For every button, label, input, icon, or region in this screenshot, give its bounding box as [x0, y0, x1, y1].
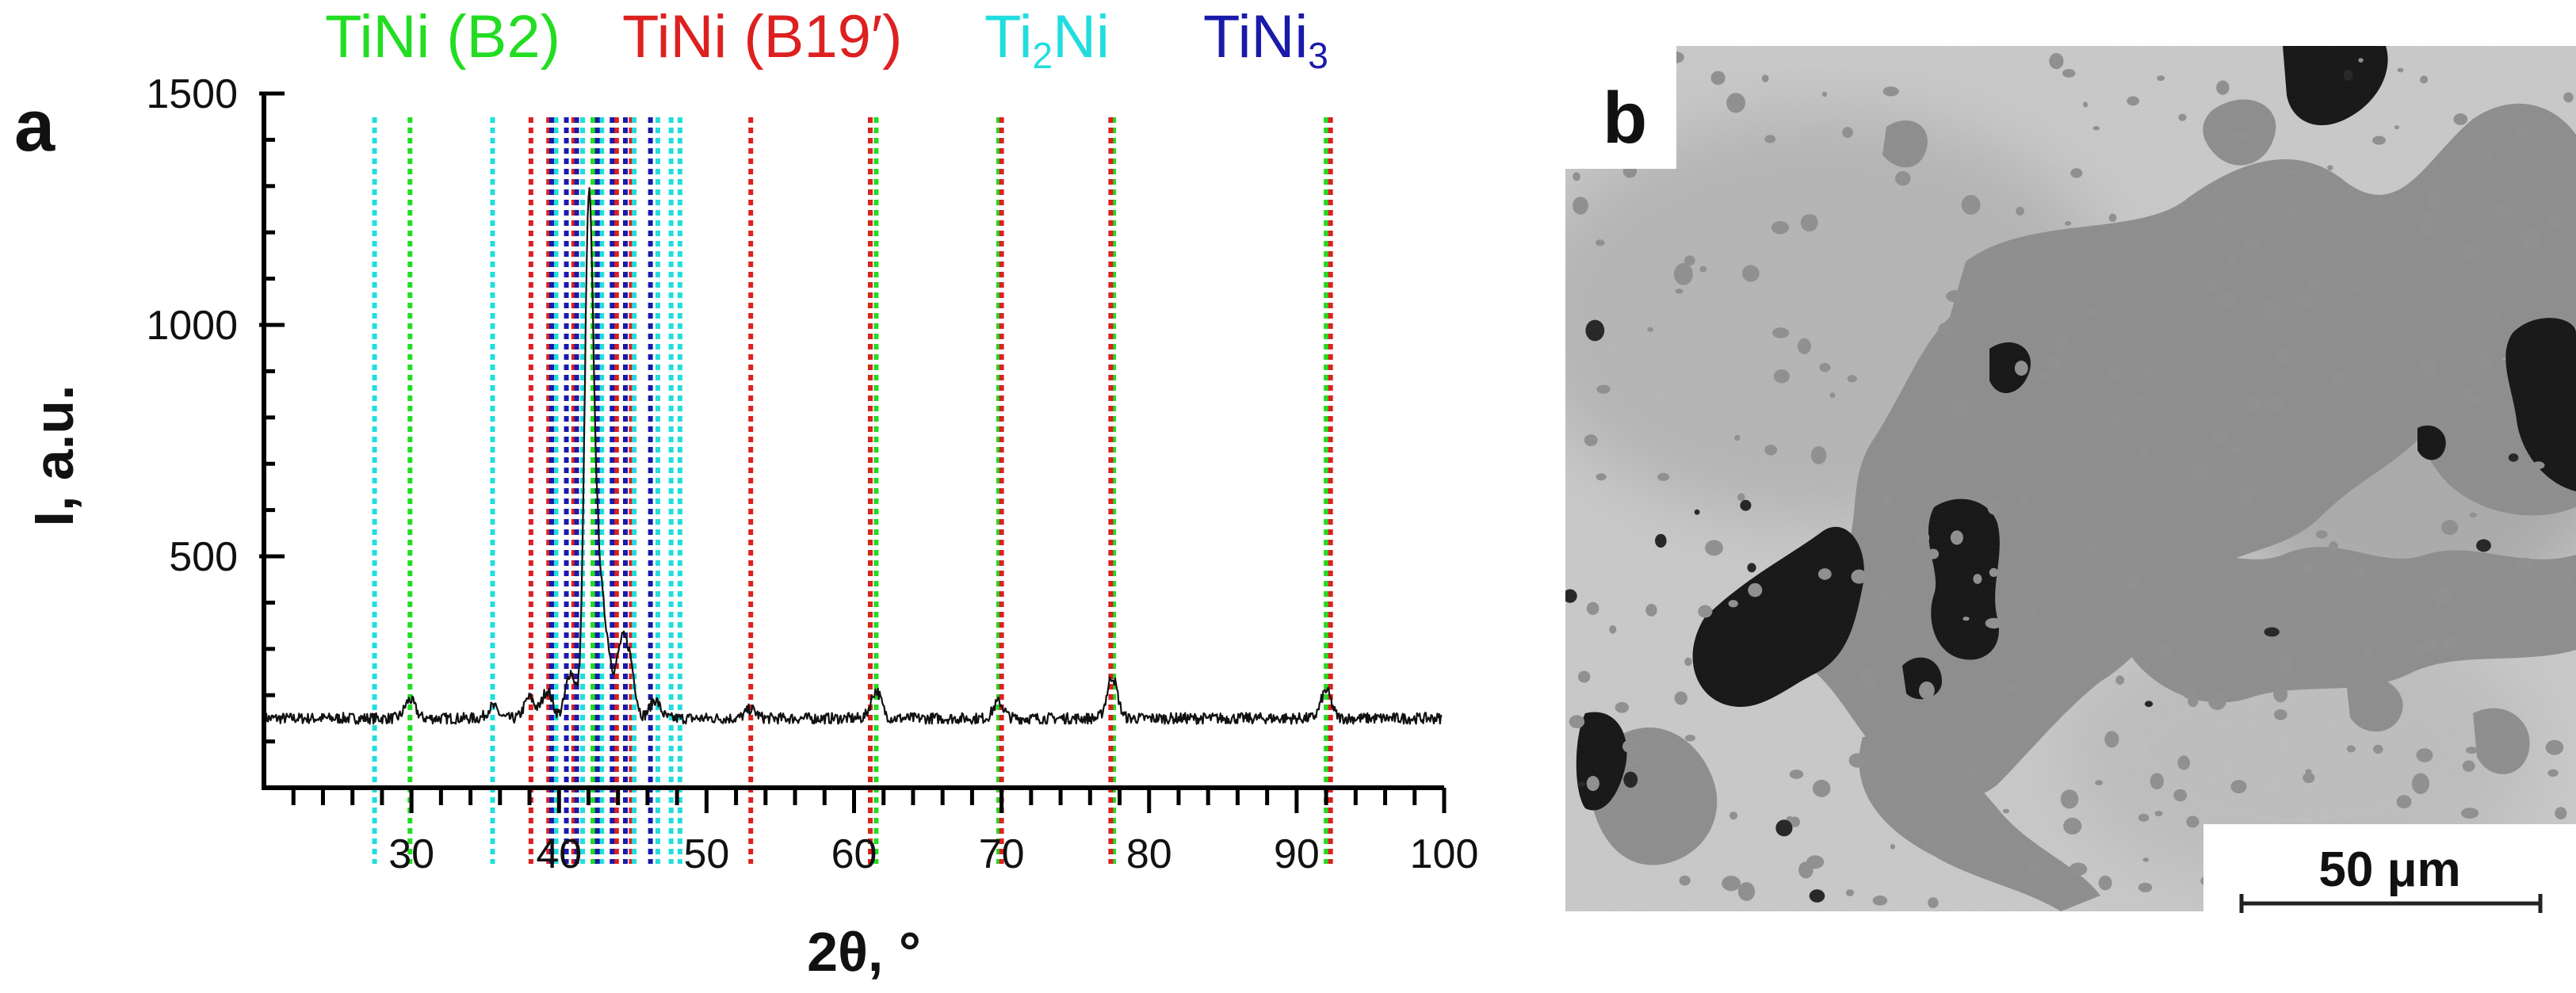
- legend-tini3-base: TiNi: [1203, 3, 1308, 71]
- x-axis-ticks: 30 40 50 60 70 80 90 100: [291, 788, 1479, 877]
- xrd-pattern-line: [264, 187, 1443, 725]
- scale-bar-box: [2203, 824, 2576, 993]
- reference-lines: [372, 117, 1333, 864]
- legend-ti2ni-base: Ti: [984, 3, 1033, 71]
- x-tick-label: 70: [979, 831, 1025, 877]
- x-tick-label: 80: [1126, 831, 1172, 877]
- x-tick-label: 90: [1274, 831, 1320, 877]
- legend-tini3-sub: 3: [1308, 35, 1328, 76]
- x-tick-label: 100: [1410, 831, 1479, 877]
- x-tick-label: 40: [536, 831, 582, 877]
- y-axis-title: I, a.u.: [23, 385, 85, 527]
- y-tick-label: 1000: [146, 303, 238, 349]
- legend-ti2ni-after: Ni: [1053, 3, 1110, 71]
- chart-legend: TiNi (B2) TiNi (B19′) Ti2Ni TiNi3: [325, 3, 1328, 76]
- y-tick-label: 1500: [146, 71, 238, 117]
- legend-entry-ti2ni: Ti2Ni: [984, 3, 1110, 76]
- legend-entry-tini-b19: TiNi (B19′): [622, 3, 902, 71]
- y-axis-ticks: 500 1000 1500: [146, 71, 285, 744]
- y-tick-label: 500: [169, 534, 238, 580]
- sem-micrograph: b 50 μm: [1565, 46, 2576, 993]
- sem-texture: [1565, 46, 2576, 911]
- x-tick-label: 30: [388, 831, 434, 877]
- xrd-chart: a TiNi (B2) TiNi (B19′) Ti2Ni TiNi3 30 40…: [14, 3, 1478, 983]
- panel-b-label-box: [1565, 46, 1676, 169]
- legend-entry-tini3: TiNi3: [1203, 3, 1328, 76]
- scale-bar-label: 50 μm: [2318, 842, 2460, 897]
- panel-b-label: b: [1603, 78, 1647, 158]
- legend-ti2ni-sub: 2: [1033, 35, 1053, 76]
- panel-a-label: a: [14, 86, 55, 166]
- legend-entry-tini-b2: TiNi (B2): [325, 3, 560, 71]
- x-axis-title: 2θ, °: [807, 921, 921, 983]
- x-tick-label: 50: [683, 831, 729, 877]
- x-tick-label: 60: [831, 831, 877, 877]
